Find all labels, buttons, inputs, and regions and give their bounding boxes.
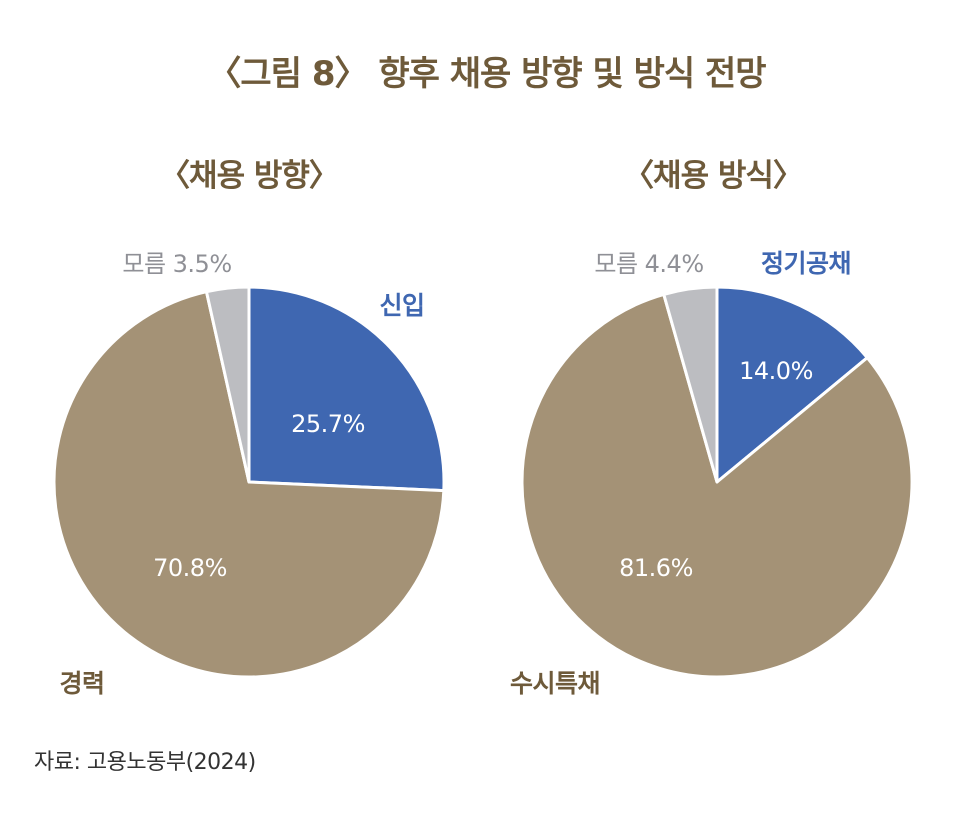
slice-value-method-1: 81.6% [619, 554, 693, 582]
slice-name-direction-1: 경력 [59, 669, 104, 698]
pie-slice-method-2 [662, 285, 719, 484]
pie-slice-method-0 [715, 285, 869, 484]
slice-label-direction-unknown: 모름 3.5% [122, 250, 231, 278]
slice-value-direction-0: 25.7% [291, 410, 365, 438]
slice-value-direction-1: 70.8% [153, 554, 227, 582]
pie-slice-direction-2 [204, 285, 251, 484]
pie-slice-direction-1 [52, 290, 446, 679]
slice-name-direction-0: 신입 [379, 291, 424, 320]
slice-name-method-0: 정기공채 [761, 249, 851, 278]
slice-name-method-1: 수시특채 [510, 669, 600, 698]
slice-label-method-unknown: 모름 4.4% [594, 250, 703, 278]
pie-slice-direction-0 [247, 285, 446, 493]
chart-title-method: 〈채용 방식〉 [623, 158, 804, 194]
chart-title-direction: 〈채용 방향〉 [159, 158, 340, 194]
source-note: 자료: 고용노동부(2024) [34, 750, 256, 775]
slice-value-method-0: 14.0% [739, 357, 813, 385]
figure-title: 〈그림 8〉 향후 채용 방향 및 방식 전망 [207, 54, 766, 94]
pie-slice-method-1 [520, 292, 914, 679]
